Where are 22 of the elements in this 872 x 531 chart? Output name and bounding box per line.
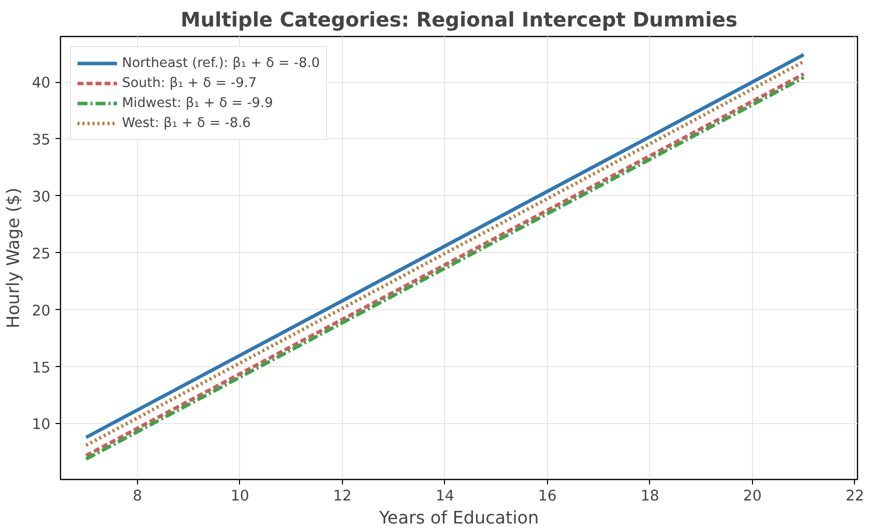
y-tick-label: 40 [32,74,51,92]
x-tick-label: 18 [640,488,660,504]
legend-label: West: β₁ + δ = -8.6 [122,116,251,130]
x-tick-label: 16 [538,488,557,504]
y-tick-label: 15 [32,359,51,376]
x-tick-label: 22 [846,488,864,504]
legend-label: South: β₁ + δ = -9.7 [122,76,257,90]
y-tick-label: 35 [32,131,51,148]
chart-title: Multiple Categories: Regional Intercept Dummies [180,8,738,32]
y-axis-title: Hourly Wage ($) [4,188,24,328]
x-tick-label: 8 [132,488,142,504]
x-tick-label: 14 [436,488,454,504]
x-axis-title: Years of Education [378,508,539,528]
y-tick-label: 10 [32,416,51,434]
legend-label: Midwest: β₁ + δ = -9.9 [122,96,273,110]
x-tick-label: 12 [333,488,352,504]
y-tick-label: 25 [32,245,51,262]
legend-label: Northeast (ref.): β₁ + δ = -8.0 [122,56,320,70]
x-tick-label: 10 [230,488,250,504]
y-tick-label: 30 [32,188,51,206]
x-tick-label: 20 [743,488,762,504]
y-tick-label: 20 [32,302,51,320]
